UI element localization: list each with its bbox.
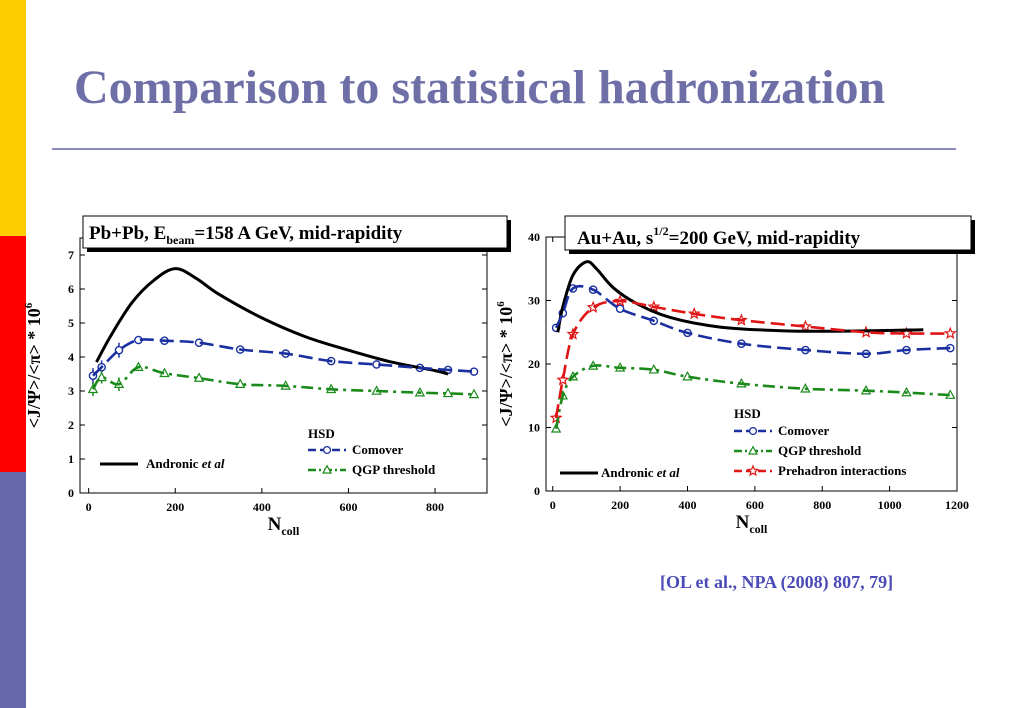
x-tick-label: 400 xyxy=(678,498,696,512)
slide-title: Comparison to statistical hadronization xyxy=(74,61,886,114)
series-line-prehadron-interactions xyxy=(554,299,951,419)
legend-marker xyxy=(748,426,758,436)
x-tick-label: 1000 xyxy=(878,498,902,512)
series-line-qgp-threshold xyxy=(554,364,951,430)
y-tick-label: 1 xyxy=(68,452,74,466)
plot-frame xyxy=(79,237,488,494)
citation: [OL et al., NPA (2008) 807, 79] xyxy=(660,572,894,592)
y-tick-label: 2 xyxy=(68,418,74,432)
x-tick-label: 0 xyxy=(550,498,556,512)
y-tick-label: 20 xyxy=(528,357,540,371)
data-point-qgp xyxy=(468,388,480,399)
series-line-andronic-et-al xyxy=(95,267,449,376)
legend-marker xyxy=(746,464,760,477)
y-tick-label: 4 xyxy=(68,350,74,364)
x-tick-label: 600 xyxy=(339,500,357,514)
data-point-prehadron xyxy=(798,319,812,332)
data-point-qgp xyxy=(648,363,660,374)
legend-label: Andronic et al xyxy=(601,465,680,480)
data-point-prehadron xyxy=(556,373,570,386)
y-tick-label: 3 xyxy=(68,384,74,398)
legend-label: Comover xyxy=(352,442,403,457)
y-tick-label: 30 xyxy=(528,294,540,308)
x-tick-label: 800 xyxy=(813,498,831,512)
title-divider xyxy=(52,148,956,150)
legend-marker xyxy=(321,464,333,474)
y-axis-label: <J/Ψ>/<π> * 106 xyxy=(495,301,516,427)
chart-title: Au+Au, s1/2=200 GeV, mid-rapidity xyxy=(577,224,861,249)
legend-label: Andronic et al xyxy=(146,456,225,471)
x-axis-label: Ncoll xyxy=(268,514,300,538)
x-tick-label: 600 xyxy=(746,498,764,512)
accent-bar-yellow xyxy=(0,0,26,236)
series-line-comover xyxy=(92,338,475,377)
series-line-qgp-threshold xyxy=(91,365,475,396)
legend-marker xyxy=(322,445,332,455)
data-point-prehadron xyxy=(943,326,957,340)
data-point-qgp xyxy=(193,372,205,382)
legend-label: Prehadron interactions xyxy=(778,463,906,478)
x-tick-label: 400 xyxy=(253,500,271,514)
x-tick-label: 0 xyxy=(86,500,92,514)
accent-bar-red xyxy=(0,236,26,472)
legend-header: HSD xyxy=(734,406,761,421)
x-tick-label: 800 xyxy=(426,500,444,514)
series-line-andronic-et-al xyxy=(556,260,924,333)
chart-panel-1: 0 1 2 3 4 5 6 7 0 200 400 600 800 Ncoll <J/Ψ>/<π> * 10… xyxy=(23,215,511,538)
legend-header: HSD xyxy=(308,426,335,441)
y-tick-label: 7 xyxy=(68,248,74,262)
accent-bar-purple xyxy=(0,472,26,708)
legend-label: QGP threshold xyxy=(352,462,436,477)
series-line-comover xyxy=(554,284,951,356)
chart-title-box xyxy=(564,215,972,251)
x-tick-label: 200 xyxy=(611,498,629,512)
y-axis-label: <J/Ψ>/<π> * 106 xyxy=(23,302,44,428)
y-tick-label: 5 xyxy=(68,316,74,330)
data-point-prehadron xyxy=(899,326,913,339)
y-tick-label: 0 xyxy=(68,486,74,500)
legend: HSD Comover QGP threshold Prehadron interac… xyxy=(560,406,906,480)
y-tick-label: 6 xyxy=(68,282,74,296)
y-tick-label: 0 xyxy=(534,484,540,498)
x-tick-label: 200 xyxy=(166,500,184,514)
legend-label: QGP threshold xyxy=(778,443,862,458)
y-tick-label: 10 xyxy=(528,421,540,435)
legend-label: Comover xyxy=(778,423,829,438)
x-tick-label: 1200 xyxy=(945,498,969,512)
chart-title-box xyxy=(82,215,508,249)
data-point-comover xyxy=(615,304,625,314)
x-axis-label: Ncoll xyxy=(736,512,768,536)
chart-title: Pb+Pb, Ebeam=158 A GeV, mid-rapidity xyxy=(89,223,403,247)
data-point-prehadron xyxy=(586,300,600,313)
y-tick-label: 40 xyxy=(528,230,540,244)
legend: HSD Comover QGP threshold Andronic et al xyxy=(100,426,436,477)
legend-marker xyxy=(747,445,759,455)
